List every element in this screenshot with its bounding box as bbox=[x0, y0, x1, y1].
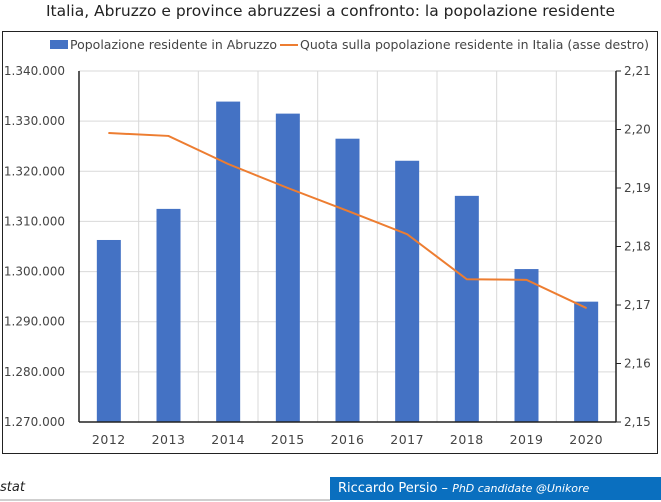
x-tick-label: 2018 bbox=[450, 432, 484, 447]
line-point-2015 bbox=[287, 187, 289, 189]
line-point-2019 bbox=[525, 279, 528, 281]
right-tick-label: 2,19 bbox=[624, 181, 651, 195]
left-tick-label: 1.300.000 bbox=[4, 265, 65, 279]
bar-2016 bbox=[335, 138, 360, 422]
right-tick-label: 2,18 bbox=[624, 240, 651, 254]
left-tick-label: 1.290.000 bbox=[4, 315, 65, 329]
x-tick-label: 2019 bbox=[510, 432, 544, 447]
bar-2014 bbox=[216, 101, 241, 422]
credit-name: Riccardo Persio – bbox=[338, 481, 453, 496]
x-tick-label: 2016 bbox=[331, 432, 365, 447]
credit-role: PhD candidate @Unikore bbox=[452, 482, 590, 495]
left-tick-label: 1.270.000 bbox=[4, 415, 65, 429]
left-tick-label: 1.280.000 bbox=[4, 365, 65, 379]
bar-2017 bbox=[395, 160, 420, 422]
chart-title: Italia, Abruzzo e province abruzzesi a c… bbox=[45, 2, 616, 20]
x-tick-label: 2014 bbox=[211, 432, 245, 447]
x-tick-label: 2012 bbox=[92, 432, 126, 447]
bar-2019 bbox=[514, 269, 539, 422]
bar-2015 bbox=[275, 113, 300, 422]
source-divider bbox=[0, 499, 330, 501]
right-tick-label: 2,15 bbox=[624, 415, 651, 429]
line-point-2018 bbox=[466, 278, 468, 281]
line-point-2014 bbox=[227, 163, 229, 165]
line-point-2012 bbox=[108, 132, 110, 134]
legend-label-bars: Popolazione residente in Abruzzo bbox=[70, 37, 277, 52]
bar-2018 bbox=[454, 195, 479, 422]
right-tick-label: 2,20 bbox=[624, 123, 651, 137]
credit-banner: Riccardo Persio – PhD candidate @Unikore bbox=[330, 477, 661, 500]
x-tick-label: 2013 bbox=[152, 432, 186, 447]
right-tick-label: 2,16 bbox=[624, 357, 651, 371]
bar-2013 bbox=[156, 208, 181, 422]
chart-frame bbox=[2, 31, 658, 454]
bar-2020 bbox=[574, 301, 599, 422]
line-point-2020 bbox=[585, 307, 587, 309]
line-point-2013 bbox=[167, 135, 170, 137]
right-tick-label: 2,21 bbox=[624, 64, 651, 78]
legend-label-line: Quota sulla popolazione residente in Ita… bbox=[300, 37, 649, 52]
left-tick-label: 1.340.000 bbox=[4, 64, 65, 78]
source-text: stat bbox=[0, 480, 25, 495]
x-tick-label: 2020 bbox=[569, 432, 603, 447]
legend-swatch-bars bbox=[50, 40, 68, 49]
line-point-2017 bbox=[406, 233, 408, 236]
bar-2012 bbox=[96, 239, 121, 422]
x-tick-label: 2015 bbox=[271, 432, 305, 447]
right-tick-label: 2,17 bbox=[624, 298, 651, 312]
left-tick-label: 1.320.000 bbox=[4, 164, 65, 178]
left-tick-label: 1.310.000 bbox=[4, 214, 65, 228]
line-point-2016 bbox=[346, 210, 349, 212]
x-tick-label: 2017 bbox=[390, 432, 424, 447]
left-tick-label: 1.330.000 bbox=[4, 114, 65, 128]
